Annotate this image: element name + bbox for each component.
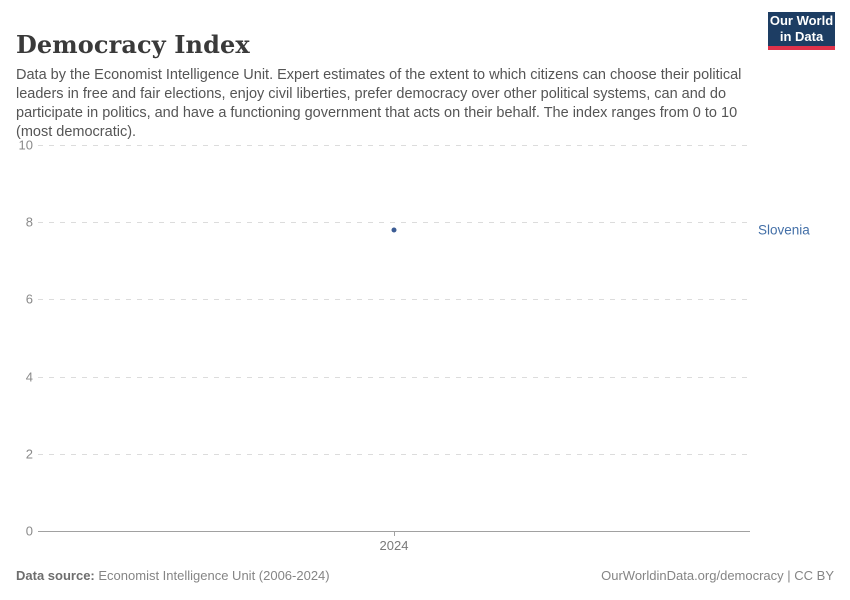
gridline [38, 145, 750, 146]
gridline [38, 299, 750, 301]
chart-title: Democracy Index [16, 30, 250, 60]
gridline [38, 222, 750, 224]
y-tick-label: 2 [25, 446, 33, 462]
data-source-label: Data source: [16, 568, 95, 583]
y-tick-label: 4 [25, 369, 33, 385]
entity-label-slovenia[interactable]: Slovenia [758, 222, 810, 238]
chart-footer: Data source: Economist Intelligence Unit… [16, 568, 834, 583]
data-point-slovenia[interactable] [391, 227, 397, 233]
x-tick-mark [394, 531, 395, 536]
data-source-text: Economist Intelligence Unit (2006-2024) [98, 568, 330, 583]
x-tick-label: 2024 [379, 538, 409, 553]
y-tick-label: 0 [25, 523, 33, 539]
y-tick-label: 10 [18, 137, 33, 153]
data-source-note: Data source: Economist Intelligence Unit… [16, 568, 330, 583]
credit-link[interactable]: OurWorldinData.org/democracy | CC BY [601, 568, 834, 583]
y-tick-label: 6 [25, 291, 33, 307]
gridline [38, 453, 750, 455]
owid-logo[interactable]: Our World in Data [768, 12, 835, 50]
y-tick-label: 8 [25, 214, 33, 230]
gridline [38, 376, 750, 378]
owid-logo-line1: Our World [769, 13, 834, 28]
owid-logo-line2: in Data [779, 29, 824, 44]
chart-subtitle: Data by the Economist Intelligence Unit.… [16, 66, 742, 140]
